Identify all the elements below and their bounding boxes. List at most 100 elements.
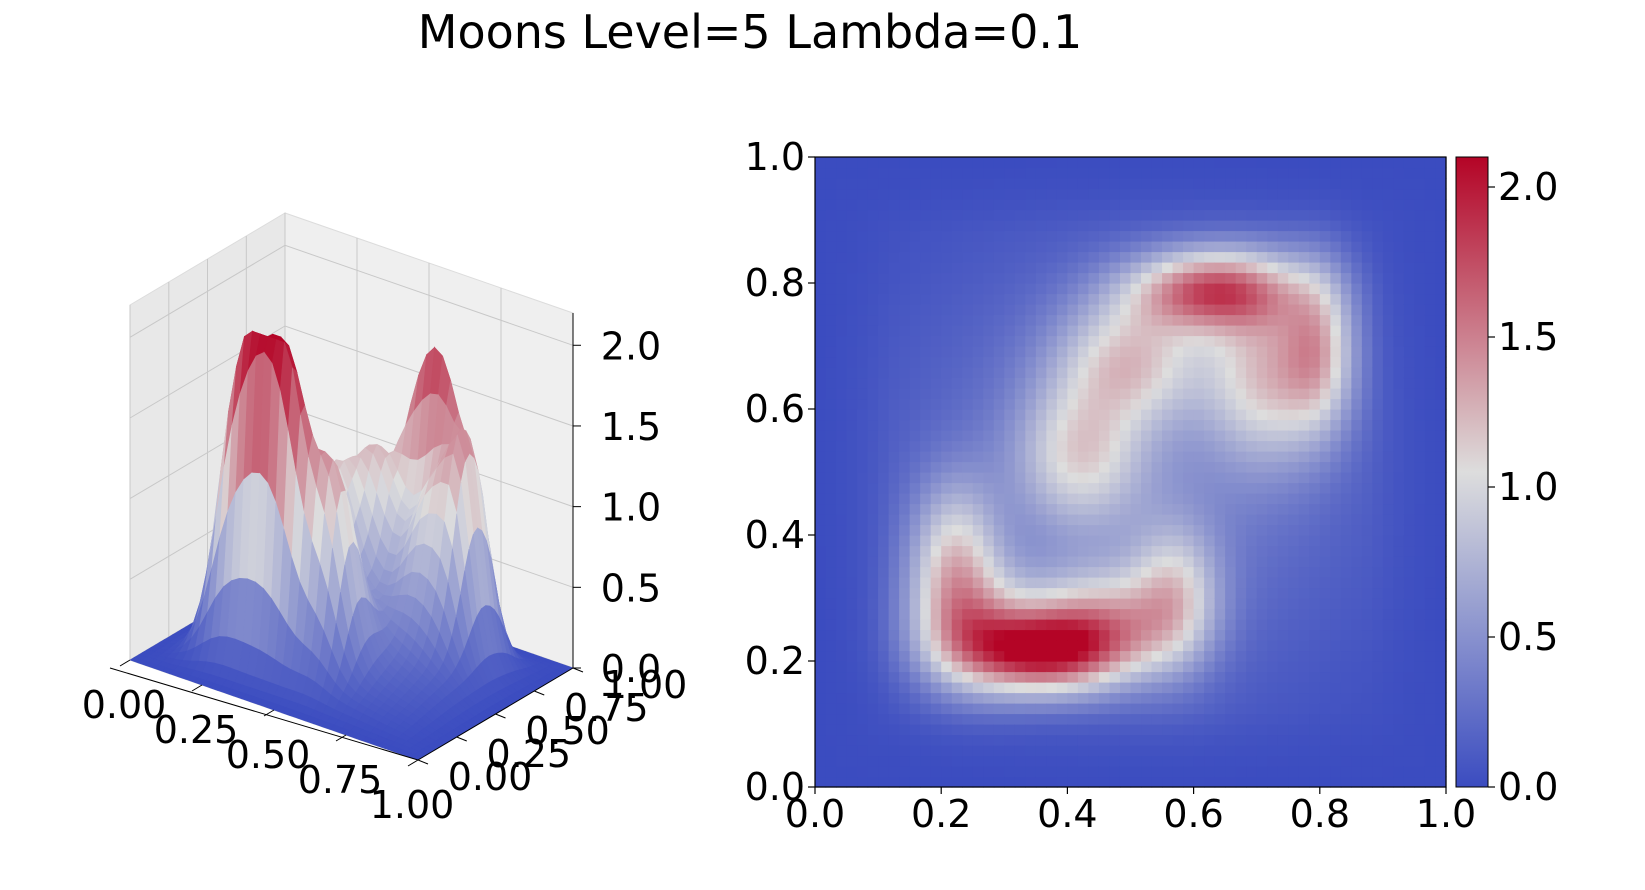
- heatmap-cell: [815, 598, 827, 610]
- heatmap-cell: [909, 209, 921, 221]
- heatmap-cell: [1435, 587, 1447, 599]
- heatmap-cell: [1277, 503, 1289, 515]
- heatmap-cell: [1267, 734, 1279, 746]
- heatmap-cell: [1098, 745, 1111, 757]
- heatmap-cell: [1172, 514, 1184, 526]
- heatmap-cell: [1414, 419, 1426, 431]
- heatmap-cell: [899, 619, 911, 631]
- heatmap-cell: [1277, 545, 1289, 557]
- heatmap-cell: [1393, 220, 1405, 232]
- heatmap-cell: [1172, 262, 1184, 274]
- heatmap-cell: [993, 682, 1005, 694]
- heatmap-cell: [1330, 682, 1342, 694]
- heatmap-cell: [1393, 314, 1405, 326]
- heatmap-cell: [1025, 167, 1037, 179]
- heatmap-cell: [1025, 703, 1037, 715]
- heatmap-cell: [1025, 524, 1037, 536]
- heatmap-cell: [1151, 524, 1163, 536]
- heatmap-cell: [909, 514, 921, 526]
- heatmap-cell: [1130, 745, 1142, 757]
- heatmap-cell: [1025, 640, 1037, 652]
- heatmap-cell: [1382, 640, 1395, 652]
- heatmap-cell: [1214, 629, 1226, 641]
- surface-y-tick: [456, 736, 467, 742]
- heatmap-cell: [930, 440, 942, 452]
- heatmap-cell: [1372, 755, 1384, 767]
- heatmap-cell: [1225, 325, 1237, 337]
- heatmap-cell: [1225, 493, 1237, 505]
- heatmap-cell: [951, 776, 963, 788]
- heatmap-cell: [825, 524, 837, 536]
- heatmap-cell: [1330, 535, 1342, 547]
- heatmap-cell: [1351, 398, 1363, 410]
- heatmap-cell: [1277, 167, 1289, 179]
- heatmap-cell: [983, 377, 995, 389]
- heatmap-cell: [1151, 419, 1163, 431]
- heatmap-cell: [1014, 556, 1026, 568]
- heatmap-cell: [1382, 356, 1395, 368]
- heatmap-cell: [1382, 241, 1395, 253]
- heatmap-cell: [1172, 157, 1184, 169]
- heatmap-cell: [1046, 766, 1058, 778]
- heatmap-cell: [1119, 377, 1132, 389]
- heatmap-cell: [1256, 724, 1268, 736]
- heatmap-cell: [1403, 325, 1416, 337]
- heatmap-cell: [1393, 157, 1405, 169]
- heatmap-cell: [1340, 199, 1352, 211]
- heatmap-cell: [867, 346, 879, 358]
- heatmap-cell: [1435, 766, 1447, 778]
- heatmap-cell: [1162, 661, 1174, 673]
- heatmap-cell: [1172, 451, 1184, 463]
- heatmap-cell: [1183, 724, 1195, 736]
- heatmap-cell: [857, 514, 869, 526]
- heatmap-cell: [993, 230, 1005, 242]
- heatmap-cell: [1046, 493, 1058, 505]
- heatmap-cell: [920, 713, 932, 725]
- heatmap-cell: [962, 724, 974, 736]
- heatmap-cell: [1235, 608, 1247, 620]
- heatmap-cell: [1256, 713, 1268, 725]
- heatmap-cell: [1088, 598, 1100, 610]
- heatmap-cell: [1119, 503, 1132, 515]
- heatmap-cell: [1130, 640, 1142, 652]
- heatmap-cell: [1183, 335, 1195, 347]
- heatmap-cell: [1204, 325, 1216, 337]
- heatmap-cell: [1298, 755, 1310, 767]
- heatmap-cell: [878, 314, 890, 326]
- heatmap-cell: [1298, 157, 1310, 169]
- heatmap-cell: [1109, 629, 1121, 641]
- heatmap-cell: [846, 388, 858, 400]
- heatmap-cell: [1393, 451, 1405, 463]
- heatmap-cell: [1151, 608, 1163, 620]
- heatmap-cell: [1330, 419, 1342, 431]
- heatmap-cell: [983, 398, 995, 410]
- heatmap-cell: [1424, 703, 1437, 715]
- heatmap-cell: [972, 493, 984, 505]
- heatmap-cell: [1109, 493, 1121, 505]
- heatmap-cell: [1267, 493, 1279, 505]
- heatmap-cell: [899, 325, 911, 337]
- heatmap-cell: [1004, 209, 1016, 221]
- heatmap-cell: [1067, 356, 1079, 368]
- heatmap-cell: [1298, 724, 1310, 736]
- heatmap-cell: [1393, 199, 1405, 211]
- heatmap-cell: [983, 220, 995, 232]
- heatmap-cell: [941, 430, 953, 442]
- heatmap-cell: [1309, 545, 1321, 557]
- heatmap-cell: [972, 451, 984, 463]
- grid-line: [129, 244, 574, 346]
- heatmap-cell: [1277, 430, 1289, 442]
- heatmap-cell: [1109, 346, 1121, 358]
- heatmap-cell: [1088, 409, 1100, 421]
- heatmap-cell: [1330, 734, 1342, 746]
- heatmap-cell: [1372, 283, 1384, 295]
- heatmap-cell: [1246, 629, 1258, 641]
- heatmap-cell: [1393, 671, 1405, 683]
- heatmap-cell: [941, 251, 953, 263]
- heatmap-cell: [1214, 440, 1226, 452]
- heatmap-cell: [1256, 209, 1268, 221]
- heatmap-cell: [878, 430, 890, 442]
- heatmap-cell: [1424, 283, 1437, 295]
- heatmap-cell: [1340, 241, 1352, 253]
- heatmap-cell: [962, 503, 974, 515]
